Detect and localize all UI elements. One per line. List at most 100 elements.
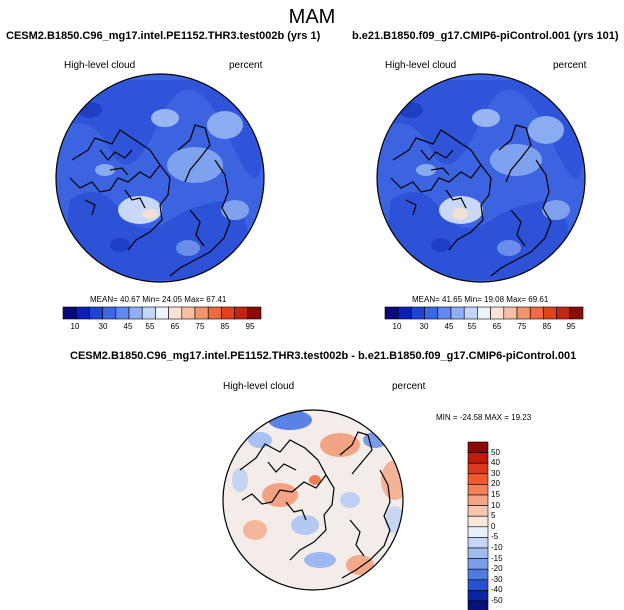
- panel2-tick: 95: [566, 322, 576, 331]
- diff-tick: 5: [491, 511, 496, 521]
- panel2-stats: MEAN= 41.65 Min= 19.08 Max= 69.61: [412, 295, 549, 304]
- diff-colorbar-swatch: [467, 462, 489, 475]
- diff-tick: 15: [491, 490, 500, 499]
- colorbar-swatch: [62, 306, 77, 320]
- panel1-map-border: [55, 73, 265, 283]
- diff-colorbar-swatch: [467, 579, 489, 591]
- diff-map-border: [222, 409, 404, 591]
- diff-tick: 30: [491, 468, 500, 478]
- diff-tick: 0: [491, 521, 496, 531]
- diff-variable-label: High-level cloud: [223, 381, 295, 392]
- colorbar-swatch: [569, 306, 584, 320]
- panel1-tick: 45: [123, 322, 133, 331]
- panel1-tick: 10: [70, 322, 80, 331]
- colorbar-swatch: [397, 306, 412, 320]
- diff-tick: -50: [491, 596, 503, 605]
- colorbar-swatch: [128, 306, 143, 320]
- panel2-tick: 45: [444, 322, 454, 331]
- colorbar-swatch: [115, 306, 130, 320]
- diff-tick: 20: [491, 479, 500, 489]
- diff-tick: -15: [491, 553, 503, 563]
- panel2-case-title: b.e21.B1850.f09_g17.CMIP6-piControl.001 …: [352, 30, 619, 42]
- colorbar-swatch: [221, 306, 235, 320]
- diff-colorbar-swatch: [467, 452, 489, 464]
- panel2-map: [377, 74, 585, 282]
- colorbar-swatch: [411, 306, 425, 320]
- diff-case-title: CESM2.B1850.C96_mg17.intel.PE1152.THR3.t…: [70, 350, 577, 362]
- diff-map-base: [223, 410, 403, 590]
- panel1-map: [56, 74, 264, 282]
- panel1-colorbar: [62, 306, 262, 320]
- diff-tick: -5: [491, 532, 499, 542]
- colorbar-swatch: [75, 306, 90, 320]
- colorbar-swatch: [155, 306, 169, 320]
- diff-colorbar-swatch: [467, 515, 489, 528]
- panel2-colorbar: [384, 306, 584, 320]
- panel1-tick: 75: [195, 322, 205, 331]
- diff-colorbar-swatch: [467, 558, 489, 570]
- panel1-stats: MEAN= 40.67 Min= 24.05 Max= 67.41: [90, 295, 227, 304]
- colorbar-swatch: [503, 306, 518, 320]
- colorbar-swatch: [529, 306, 544, 320]
- colorbar-swatch: [141, 306, 156, 320]
- colorbar-swatch: [424, 306, 439, 320]
- diff-colorbar: [467, 441, 489, 610]
- diff-colorbar-swatch: [467, 600, 489, 610]
- figure-title: MAM: [288, 6, 336, 28]
- panel1-tick: 65: [170, 322, 180, 331]
- diff-colorbar-swatch: [467, 484, 489, 496]
- diff-colorbar-swatch: [467, 505, 489, 517]
- colorbar-swatch: [490, 306, 505, 320]
- diff-stats: MIN = -24.58 MAX = 19.23: [436, 413, 532, 422]
- panel2-map-border: [376, 73, 586, 283]
- diff-tick: -10: [491, 543, 503, 552]
- colorbar-swatch: [102, 306, 117, 320]
- colorbar-swatch: [89, 306, 103, 320]
- diff-colorbar-swatch: [467, 494, 489, 506]
- diff-colorbar-swatch: [467, 441, 489, 453]
- colorbar-swatch: [194, 306, 209, 320]
- colorbar-swatch: [450, 306, 465, 320]
- colorbar-swatch: [384, 306, 399, 320]
- colorbar-swatch: [516, 306, 531, 320]
- panel1-tick: 85: [220, 322, 230, 331]
- colorbar-swatch: [543, 306, 557, 320]
- panel2-tick: 85: [542, 322, 552, 331]
- colorbar-swatch: [234, 306, 249, 320]
- diff-colorbar-swatch: [467, 537, 489, 549]
- diff-tick: 50: [491, 447, 500, 457]
- panel2-tick: 65: [492, 322, 502, 331]
- panel1-tick: 95: [245, 322, 255, 331]
- colorbar-swatch: [181, 306, 196, 320]
- diff-map: [223, 410, 403, 590]
- panel2-tick: 55: [467, 322, 477, 331]
- colorbar-swatch: [247, 306, 262, 320]
- panel1-tick: 30: [98, 322, 108, 331]
- diff-colorbar-swatch: [467, 547, 489, 559]
- diff-tick: -30: [491, 574, 503, 584]
- colorbar-swatch: [463, 306, 478, 320]
- colorbar-swatch: [168, 306, 183, 320]
- panel2-units-label: percent: [553, 60, 587, 71]
- diff-colorbar-swatch: [467, 526, 489, 538]
- diff-units-label: percent: [392, 381, 426, 392]
- diff-tick: 40: [491, 458, 500, 468]
- colorbar-swatch: [207, 306, 222, 320]
- panel2-variable-label: High-level cloud: [385, 60, 457, 71]
- panel1-units-label: percent: [229, 60, 263, 71]
- panel1-tick: 55: [145, 322, 155, 331]
- colorbar-swatch: [437, 306, 452, 320]
- diff-tick: 10: [491, 500, 500, 510]
- diff-colorbar-swatch: [467, 590, 489, 602]
- diff-colorbar-swatch: [467, 473, 489, 485]
- colorbar-swatch: [477, 306, 491, 320]
- diff-tick: -40: [491, 585, 503, 595]
- panel2-tick: 30: [419, 322, 429, 331]
- panel2-tick: 10: [392, 322, 402, 331]
- diff-colorbar-swatch: [467, 568, 489, 581]
- panel2-tick: 75: [517, 322, 527, 331]
- diff-tick: -20: [491, 564, 503, 574]
- colorbar-swatch: [556, 306, 571, 320]
- panel1-case-title: CESM2.B1850.C96_mg17.intel.PE1152.THR3.t…: [6, 30, 321, 42]
